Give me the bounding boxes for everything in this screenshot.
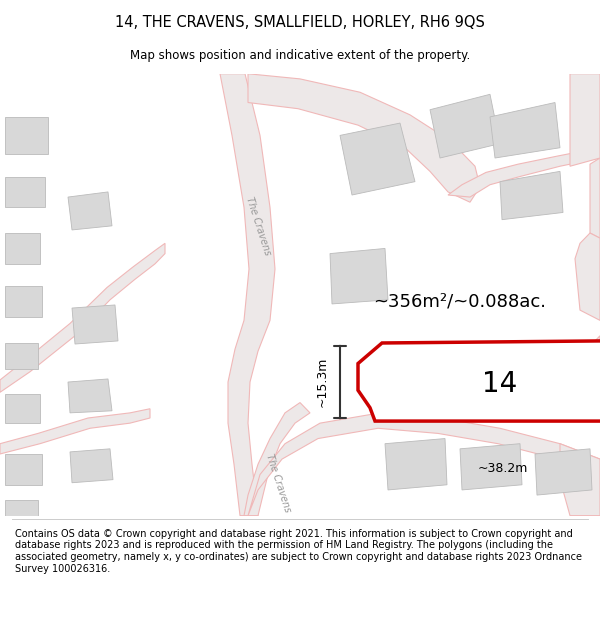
Polygon shape <box>460 444 522 490</box>
Polygon shape <box>570 74 600 166</box>
Polygon shape <box>500 171 563 219</box>
Polygon shape <box>5 176 45 208</box>
Polygon shape <box>535 449 592 495</box>
Polygon shape <box>68 192 112 230</box>
Text: Contains OS data © Crown copyright and database right 2021. This information is : Contains OS data © Crown copyright and d… <box>15 529 582 574</box>
Polygon shape <box>340 123 415 195</box>
Polygon shape <box>330 249 388 304</box>
Text: The Cravens: The Cravens <box>244 195 272 256</box>
Text: 14: 14 <box>482 370 518 398</box>
Polygon shape <box>244 402 310 516</box>
Polygon shape <box>248 74 480 202</box>
Polygon shape <box>560 444 600 516</box>
Polygon shape <box>590 158 600 238</box>
Text: Map shows position and indicative extent of the property.: Map shows position and indicative extent… <box>130 49 470 62</box>
Polygon shape <box>575 233 600 321</box>
Polygon shape <box>595 336 600 392</box>
Polygon shape <box>385 439 447 490</box>
Polygon shape <box>490 102 560 158</box>
Polygon shape <box>5 394 40 423</box>
Polygon shape <box>72 305 118 344</box>
Polygon shape <box>430 94 500 158</box>
Polygon shape <box>0 243 165 392</box>
Polygon shape <box>5 500 38 516</box>
Polygon shape <box>448 148 600 197</box>
Text: ~356m²/~0.088ac.: ~356m²/~0.088ac. <box>373 293 547 311</box>
Polygon shape <box>5 286 42 318</box>
Polygon shape <box>5 343 38 369</box>
Polygon shape <box>68 379 112 413</box>
Polygon shape <box>70 449 113 482</box>
Polygon shape <box>220 74 275 516</box>
Text: ~15.3m: ~15.3m <box>316 357 329 408</box>
Text: The Cravens: The Cravens <box>264 452 292 513</box>
Polygon shape <box>5 117 48 154</box>
Polygon shape <box>358 341 600 421</box>
Text: ~38.2m: ~38.2m <box>478 462 527 475</box>
Polygon shape <box>5 454 42 485</box>
Polygon shape <box>0 409 150 454</box>
Text: 14, THE CRAVENS, SMALLFIELD, HORLEY, RH6 9QS: 14, THE CRAVENS, SMALLFIELD, HORLEY, RH6… <box>115 14 485 29</box>
Polygon shape <box>5 233 40 264</box>
Polygon shape <box>248 413 600 516</box>
